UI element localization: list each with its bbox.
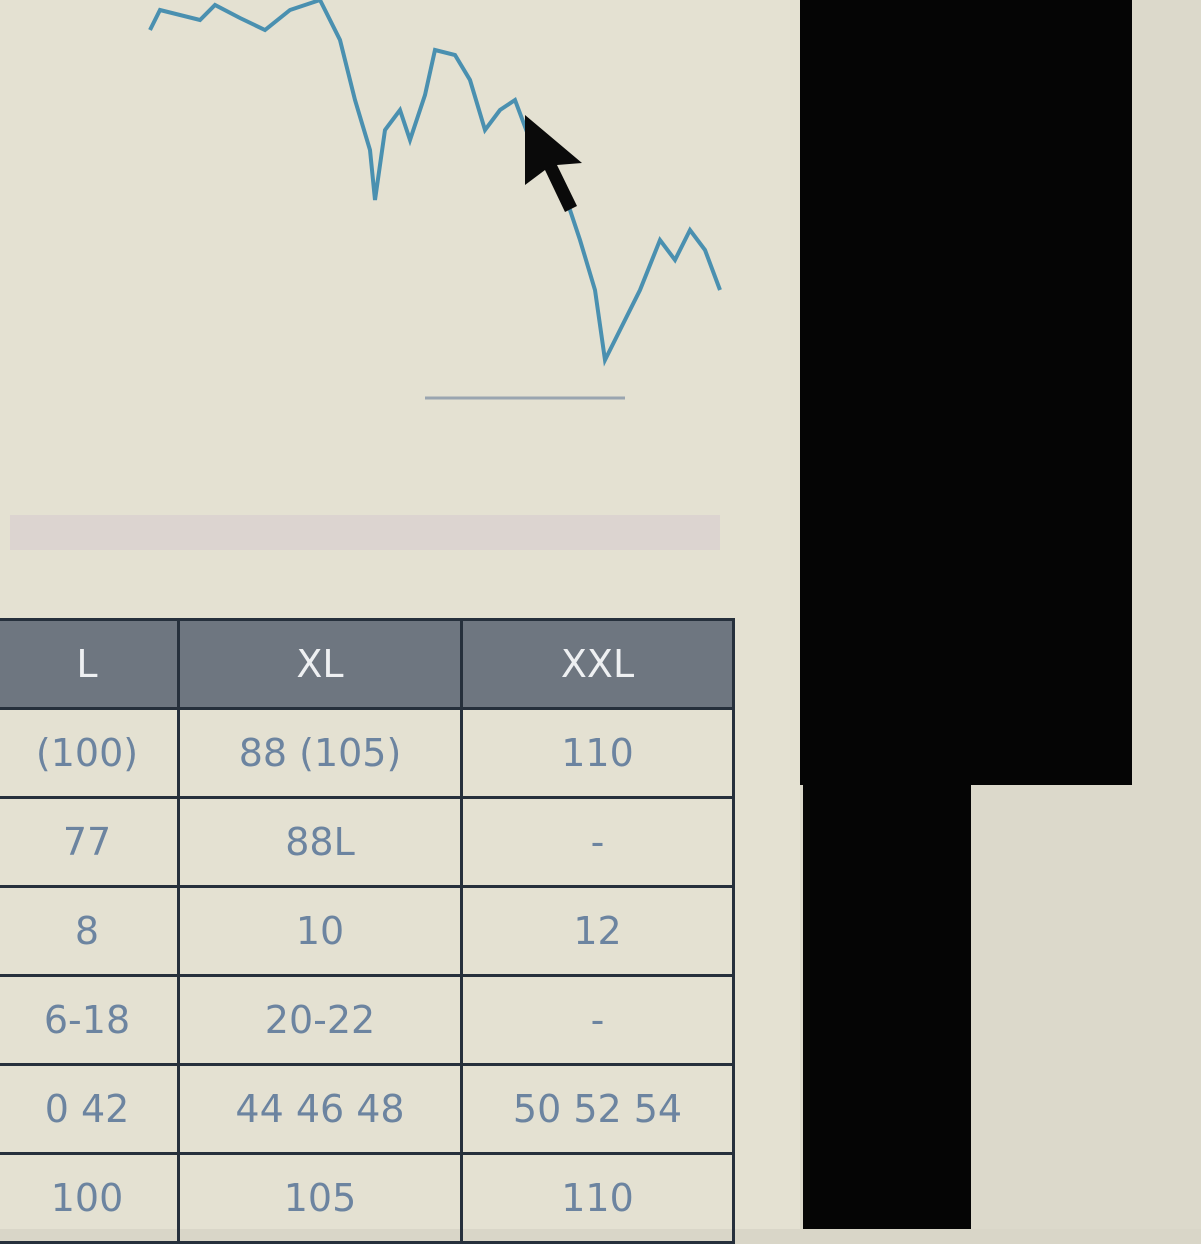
table-cell: 12 <box>460 885 735 977</box>
table-cell: 44 46 48 <box>177 1063 463 1155</box>
header-row: L XL XXL <box>0 618 735 710</box>
table-row: 0 42 44 46 48 50 52 54 <box>0 1063 735 1155</box>
price-line <box>148 0 722 367</box>
table-cell: 50 52 54 <box>460 1063 735 1155</box>
table-cell: 20-22 <box>177 974 463 1066</box>
table-row: 77 88L - <box>0 796 735 888</box>
table-cell: 6-18 <box>0 974 180 1066</box>
table-row: 6-18 20-22- <box>0 974 735 1066</box>
size-table: L XL XXL (100) 88 (105) 110 77 88L -8 10 12 6-18 20… <box>0 618 735 1244</box>
volume-bars <box>10 515 720 550</box>
table-cell: 10 <box>177 885 463 977</box>
header-cell: L <box>0 618 180 710</box>
table-cell: 110 <box>460 707 735 799</box>
table-row: 8 10 12 <box>0 885 735 977</box>
table-cell: 77 <box>0 796 180 888</box>
background <box>1132 0 1201 785</box>
table-cell: - <box>460 974 735 1066</box>
monitor-bezel <box>800 0 1132 785</box>
table-cell: 88 (105) <box>177 707 463 799</box>
table-cell: 105 <box>177 1152 463 1244</box>
price-chart <box>10 0 722 550</box>
table-row: 100 105 110 <box>0 1152 735 1244</box>
mouse-cursor <box>525 115 582 212</box>
table-cell: 0 42 <box>0 1063 180 1155</box>
background <box>971 785 1201 1229</box>
table-cell: 88L <box>177 796 463 888</box>
table-row: (100) 88 (105) 110 <box>0 707 735 799</box>
table-cell: (100) <box>0 707 180 799</box>
table-body: (100) 88 (105) 110 77 88L -8 10 12 6-18 20-22-0 4… <box>0 707 735 1244</box>
header-cell: XL <box>177 618 463 710</box>
header-cell: XXL <box>460 618 735 710</box>
table-cell: 8 <box>0 885 180 977</box>
table-cell: 100 <box>0 1152 180 1244</box>
monitor-bezel <box>803 785 971 1229</box>
table-cell: 110 <box>460 1152 735 1244</box>
table-cell: - <box>460 796 735 888</box>
